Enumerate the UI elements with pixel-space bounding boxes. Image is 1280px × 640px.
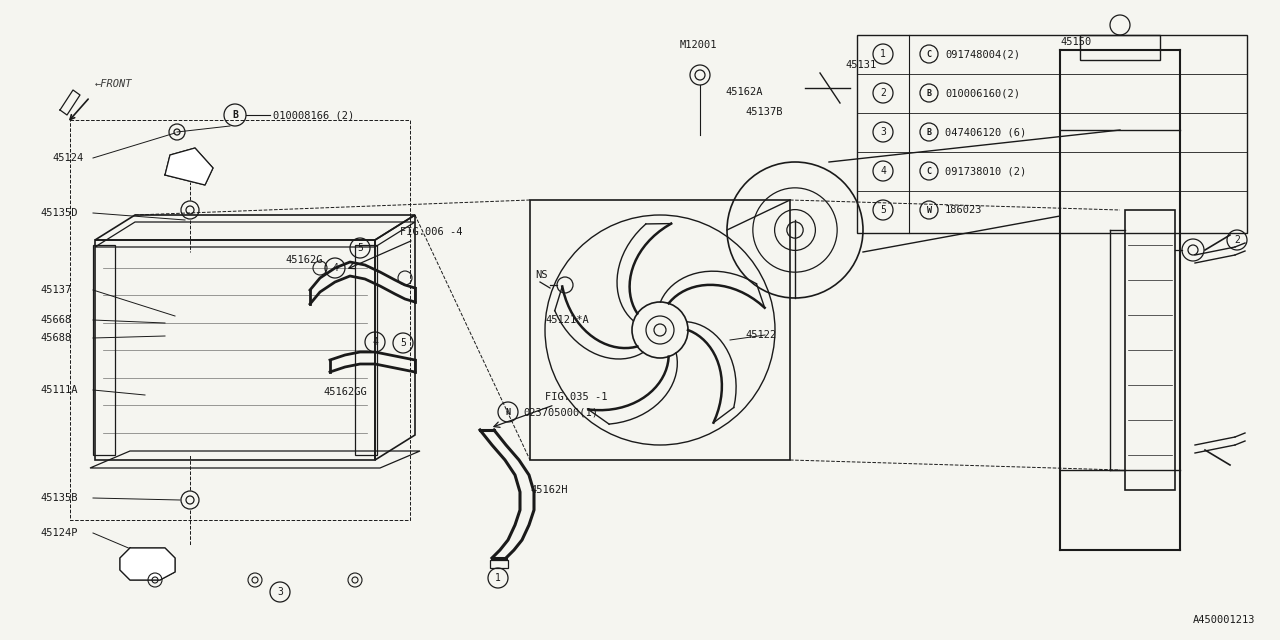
Text: 010008166 (2): 010008166 (2): [273, 110, 355, 120]
Bar: [70, 120, 410, 520]
Text: 45688: 45688: [40, 333, 72, 343]
Text: 45137B: 45137B: [745, 107, 782, 117]
Text: FIG.035 -1: FIG.035 -1: [494, 392, 608, 428]
Text: A450001213: A450001213: [1193, 615, 1254, 625]
Text: 45137: 45137: [40, 285, 72, 295]
Bar: [530, 200, 790, 460]
Bar: [1125, 210, 1175, 490]
Text: 4: 4: [881, 166, 886, 176]
Text: 1: 1: [881, 49, 886, 59]
Text: 3: 3: [276, 587, 283, 597]
Text: 45135B: 45135B: [40, 493, 78, 503]
Bar: [1080, 35, 1160, 60]
Text: 45668: 45668: [40, 315, 72, 325]
Text: 5: 5: [881, 205, 886, 215]
Text: 45162A: 45162A: [724, 87, 763, 97]
Text: C: C: [927, 166, 932, 175]
Text: 45150: 45150: [1060, 37, 1092, 47]
Text: 45162G: 45162G: [285, 255, 323, 265]
Text: 5: 5: [401, 338, 406, 348]
Polygon shape: [165, 148, 212, 185]
Text: 45162GG: 45162GG: [323, 387, 367, 397]
Text: NS: NS: [535, 270, 548, 280]
Text: 010006160(2): 010006160(2): [945, 88, 1020, 98]
Text: C: C: [927, 49, 932, 58]
Text: B: B: [232, 110, 238, 120]
Text: 023705000(1): 023705000(1): [524, 407, 598, 417]
Bar: [355, 245, 378, 455]
Text: 3: 3: [881, 127, 886, 137]
Text: W: W: [927, 205, 932, 214]
Text: 45135D: 45135D: [40, 208, 78, 218]
Text: FIG.006 -4: FIG.006 -4: [349, 227, 462, 269]
Text: 1: 1: [495, 573, 500, 583]
Text: 45162H: 45162H: [530, 485, 567, 495]
Text: 091738010 (2): 091738010 (2): [945, 166, 1027, 176]
Text: 186023: 186023: [945, 205, 983, 215]
Text: 091748004(2): 091748004(2): [945, 49, 1020, 59]
Text: 5: 5: [357, 243, 364, 253]
Bar: [858, 35, 1247, 233]
Text: B: B: [927, 88, 932, 97]
Text: 2: 2: [881, 88, 886, 98]
Polygon shape: [120, 548, 175, 580]
Text: 45121*A: 45121*A: [545, 315, 589, 325]
Text: 4: 4: [372, 337, 378, 347]
Text: 047406120 (6): 047406120 (6): [945, 127, 1027, 137]
Text: N: N: [506, 408, 511, 417]
Text: 45124: 45124: [52, 153, 83, 163]
Bar: [93, 245, 115, 455]
Text: M12001: M12001: [680, 40, 718, 50]
Text: ←FRONT: ←FRONT: [95, 79, 133, 89]
Text: 45124P: 45124P: [40, 528, 78, 538]
Bar: [490, 560, 508, 568]
Text: B: B: [927, 127, 932, 136]
Text: 45111A: 45111A: [40, 385, 78, 395]
Text: 4: 4: [332, 263, 338, 273]
Text: 2: 2: [1234, 235, 1240, 245]
Text: 45131: 45131: [845, 60, 877, 70]
Text: 45122: 45122: [745, 330, 776, 340]
